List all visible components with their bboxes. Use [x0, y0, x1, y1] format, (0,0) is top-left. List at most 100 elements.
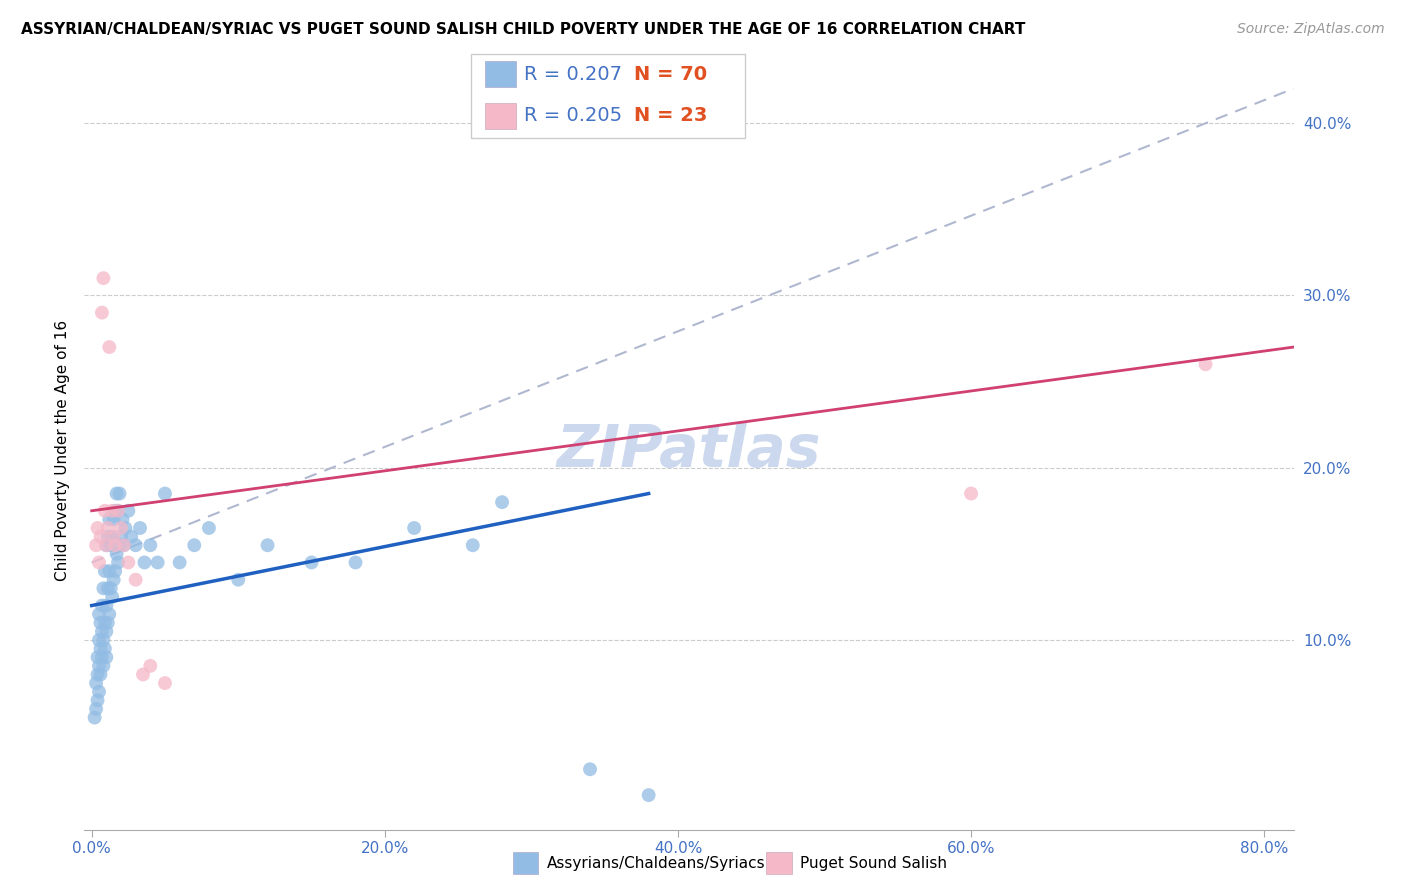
Point	[97, 582, 120, 596]
Point	[107, 504, 129, 518]
Point	[111, 512, 134, 526]
Point	[108, 486, 131, 500]
Point	[86, 693, 108, 707]
Point	[124, 573, 146, 587]
Point	[94, 615, 117, 630]
Point	[94, 564, 117, 578]
Point	[100, 538, 122, 552]
Point	[105, 486, 128, 500]
Point	[91, 624, 114, 639]
Point	[134, 556, 156, 570]
Point	[101, 590, 124, 604]
Text: Source: ZipAtlas.com: Source: ZipAtlas.com	[1237, 22, 1385, 37]
Point	[89, 530, 111, 544]
Point	[98, 512, 121, 526]
Point	[87, 607, 110, 622]
Point	[120, 530, 142, 544]
Point	[87, 633, 110, 648]
Point	[104, 504, 127, 518]
Point	[404, 521, 426, 535]
Point	[93, 633, 115, 648]
Point	[98, 607, 121, 622]
Point	[110, 521, 132, 535]
Point	[104, 538, 127, 552]
Point	[87, 556, 110, 570]
Point	[97, 521, 120, 535]
Point	[107, 504, 129, 518]
Point	[101, 504, 124, 518]
Point	[103, 530, 125, 544]
Point	[93, 582, 115, 596]
Point	[89, 641, 111, 656]
Point	[96, 624, 118, 639]
Point	[960, 486, 983, 500]
Point	[105, 547, 128, 561]
Point	[183, 538, 205, 552]
Point	[153, 676, 176, 690]
Point	[97, 530, 120, 544]
Y-axis label: Child Poverty Under the Age of 16: Child Poverty Under the Age of 16	[55, 320, 70, 581]
Point	[139, 658, 162, 673]
Point	[84, 676, 107, 690]
Point	[114, 521, 136, 535]
Point	[169, 556, 191, 570]
Point	[108, 538, 131, 552]
Point	[86, 650, 108, 665]
Text: Assyrians/Chaldeans/Syriacs: Assyrians/Chaldeans/Syriacs	[547, 855, 765, 871]
Point	[93, 658, 115, 673]
Point	[112, 538, 135, 552]
Point	[100, 582, 122, 596]
Point	[83, 710, 105, 724]
Point	[461, 538, 484, 552]
Point	[226, 573, 249, 587]
Point	[94, 504, 117, 518]
Point	[96, 538, 118, 552]
Point	[96, 538, 118, 552]
Point	[139, 538, 162, 552]
Point	[97, 615, 120, 630]
Point	[84, 538, 107, 552]
Point	[491, 495, 513, 509]
Point	[86, 667, 108, 681]
Point	[198, 521, 221, 535]
Point	[98, 564, 121, 578]
Text: ASSYRIAN/CHALDEAN/SYRIAC VS PUGET SOUND SALISH CHILD POVERTY UNDER THE AGE OF 16: ASSYRIAN/CHALDEAN/SYRIAC VS PUGET SOUND …	[21, 22, 1025, 37]
Point	[129, 521, 152, 535]
Point	[301, 556, 323, 570]
Point	[117, 504, 139, 518]
Point	[96, 650, 118, 665]
Point	[344, 556, 367, 570]
Text: Puget Sound Salish: Puget Sound Salish	[800, 855, 948, 871]
Point	[87, 684, 110, 698]
Point	[107, 556, 129, 570]
Point	[101, 530, 124, 544]
Point	[96, 599, 118, 613]
Point	[124, 538, 146, 552]
Point	[91, 599, 114, 613]
Point	[117, 556, 139, 570]
Point	[1194, 357, 1216, 371]
Point	[104, 564, 127, 578]
Point	[132, 667, 155, 681]
Point	[98, 340, 121, 354]
Point	[256, 538, 278, 552]
Point	[112, 538, 135, 552]
Text: R = 0.207: R = 0.207	[524, 64, 623, 84]
Point	[103, 512, 125, 526]
Text: N = 70: N = 70	[634, 64, 707, 84]
Point	[637, 788, 659, 802]
Point	[579, 762, 602, 776]
Point	[91, 650, 114, 665]
Text: N = 23: N = 23	[634, 106, 707, 126]
Point	[87, 658, 110, 673]
Point	[93, 271, 115, 285]
Point	[153, 486, 176, 500]
Point	[91, 305, 114, 319]
Text: ZIPatlas: ZIPatlas	[557, 422, 821, 479]
Point	[94, 641, 117, 656]
Point	[89, 667, 111, 681]
Point	[89, 615, 111, 630]
Point	[86, 521, 108, 535]
Point	[84, 702, 107, 716]
Point	[146, 556, 169, 570]
